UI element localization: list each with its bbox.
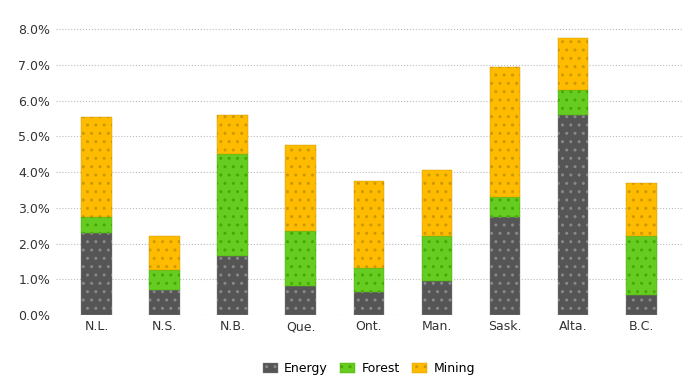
Bar xyxy=(354,292,384,315)
Bar xyxy=(81,117,112,217)
Bar xyxy=(285,146,316,231)
Bar xyxy=(217,154,248,256)
Bar xyxy=(285,231,316,286)
Bar xyxy=(557,90,588,115)
Bar xyxy=(626,237,656,295)
Bar xyxy=(490,67,521,197)
Bar xyxy=(626,183,656,237)
Bar xyxy=(81,233,112,315)
Bar xyxy=(557,115,588,315)
Legend: Energy, Forest, Mining: Energy, Forest, Mining xyxy=(263,362,475,376)
Bar xyxy=(150,237,180,270)
Bar xyxy=(354,268,384,292)
Bar xyxy=(422,281,452,315)
Bar xyxy=(490,217,521,315)
Bar xyxy=(557,38,588,90)
Bar xyxy=(490,197,521,217)
Bar xyxy=(217,256,248,315)
Bar xyxy=(285,286,316,315)
Bar xyxy=(422,237,452,281)
Bar xyxy=(217,115,248,154)
Bar xyxy=(81,217,112,233)
Bar xyxy=(626,295,656,315)
Bar xyxy=(150,290,180,315)
Bar xyxy=(150,270,180,290)
Bar xyxy=(354,181,384,268)
Bar xyxy=(422,170,452,237)
